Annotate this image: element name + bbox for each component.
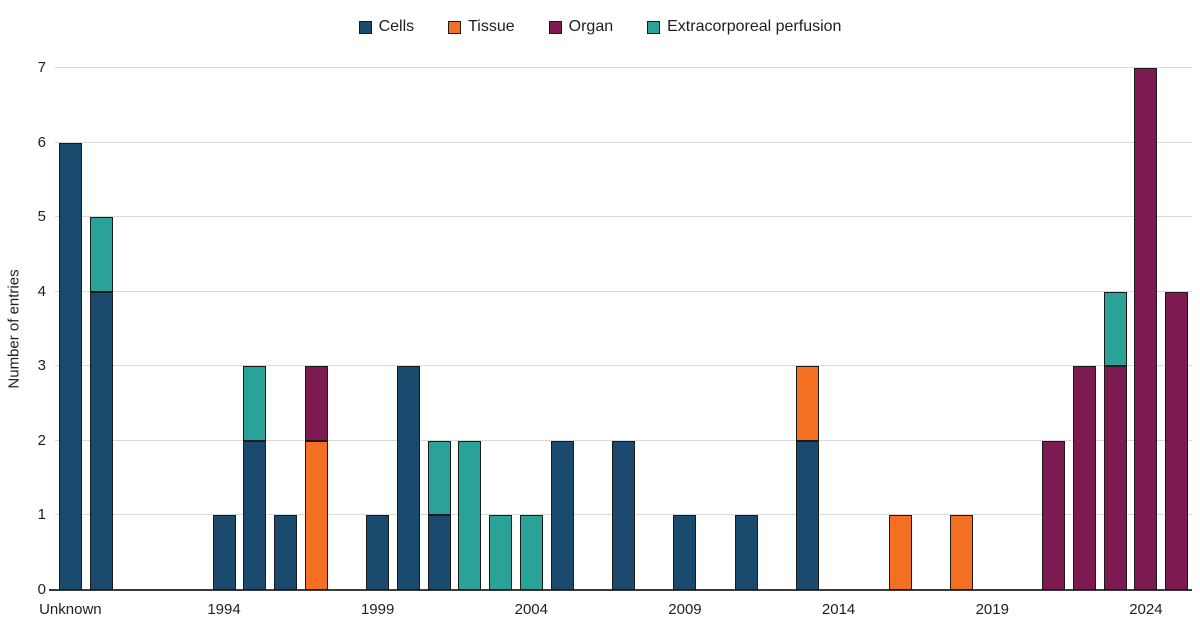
legend-label: Cells: [378, 18, 415, 35]
bar-2001-extracorporeal-perfusion: [427, 440, 451, 516]
bar-2009-cells: [673, 515, 697, 590]
y-tick-label: 6: [37, 133, 46, 151]
y-tick-label: 0: [37, 581, 46, 598]
legend-swatch-icon: [647, 20, 661, 34]
bar-2025-organ: [1165, 291, 1189, 590]
gridline: [55, 216, 1192, 218]
x-tick-label: 1999: [360, 601, 395, 618]
bar-1999-cells: [366, 515, 390, 590]
bar-2023-organ: [1103, 366, 1127, 590]
bar-1996-cells: [273, 515, 297, 590]
bar-2001-cells: [427, 515, 451, 590]
gridline: [55, 141, 1192, 143]
bar-2000-cells: [396, 366, 420, 590]
bar-2007-cells: [612, 440, 635, 590]
x-tick-label: 1994: [207, 601, 241, 618]
plot-area: [49, 67, 1192, 591]
legend-label: Tissue: [468, 18, 515, 35]
x-tick-label: 2004: [514, 601, 548, 618]
bar-2004-extracorporeal-perfusion: [519, 515, 543, 590]
legend-item-tissue: Tissue: [448, 18, 515, 36]
y-tick-label: 2: [37, 431, 46, 449]
gridline: [55, 290, 1192, 292]
bar-2003-extracorporeal-perfusion: [489, 515, 513, 590]
bar-1995-extracorporeal-perfusion: [243, 366, 267, 441]
bar-2021-organ: [1042, 440, 1066, 590]
x-tick-label: 2009: [668, 601, 702, 618]
y-tick-label: 5: [37, 208, 46, 226]
bar-2013-cells: [796, 440, 820, 590]
legend: Cells Tissue Organ Extracorporeal perfusion: [0, 18, 1200, 36]
bar-1994-cells: [212, 515, 236, 590]
legend-label: Organ: [568, 18, 614, 35]
legend-swatch-icon: [548, 20, 562, 34]
bar-2002-extracorporeal-perfusion: [458, 440, 482, 590]
bar-1990-extracorporeal-perfusion: [89, 217, 113, 292]
x-tick-label: Unknown: [39, 601, 102, 618]
gridline: [55, 67, 1192, 68]
bar-2024-organ: [1134, 68, 1158, 590]
bar-2022-organ: [1072, 366, 1096, 590]
x-tick-label: 2014: [821, 601, 856, 618]
y-tick-label: 3: [37, 357, 46, 375]
bar-2018-tissue: [950, 515, 974, 590]
bar-Unknown-cells: [58, 142, 82, 590]
x-tick-label: 2024: [1129, 601, 1163, 618]
legend-item-extracorporeal-perfusion: Extracorporeal perfusion: [647, 18, 841, 36]
legend-swatch-icon: [448, 20, 462, 34]
bar-2023-extracorporeal-perfusion: [1103, 291, 1127, 367]
bar-1997-tissue: [304, 440, 328, 590]
bar-1995-cells: [243, 440, 267, 590]
bar-2016-tissue: [888, 515, 912, 590]
y-tick-label: 1: [37, 506, 46, 524]
x-tick-label: 2019: [975, 601, 1009, 618]
legend-item-organ: Organ: [548, 18, 614, 36]
legend-label: Extracorporeal perfusion: [667, 18, 842, 35]
y-tick-label: 7: [37, 59, 46, 76]
bar-2013-tissue: [796, 366, 820, 441]
gridline: [55, 365, 1192, 367]
bar-2005-cells: [550, 440, 574, 590]
legend-item-cells: Cells: [358, 18, 415, 36]
bar-1990-cells: [89, 291, 113, 590]
gridline: [55, 439, 1192, 441]
bar-2011-cells: [734, 515, 758, 590]
x-axis-line: [49, 589, 1192, 591]
bar-1997-organ: [304, 366, 328, 441]
legend-swatch-icon: [358, 20, 372, 34]
y-tick-label: 4: [37, 282, 46, 300]
